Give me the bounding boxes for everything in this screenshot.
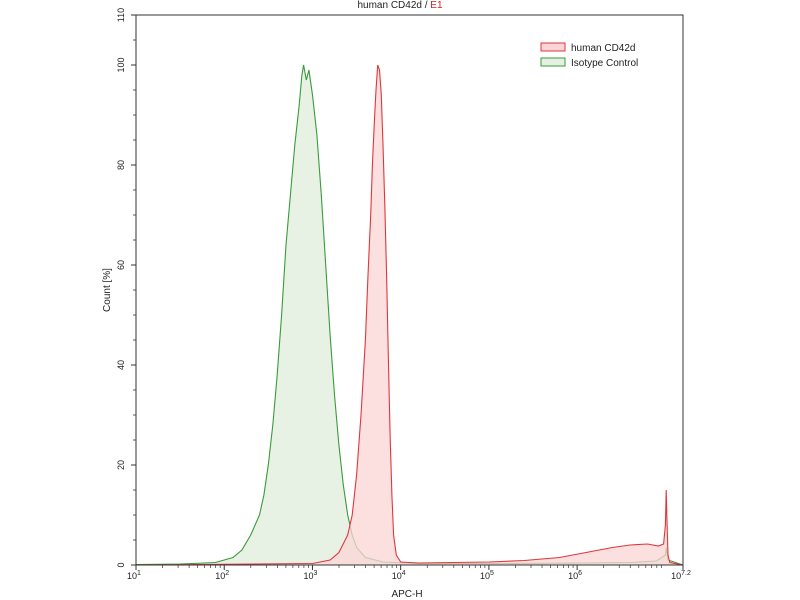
- legend-label-isotype-control: Isotype Control: [571, 58, 638, 69]
- y-axis-label: Count [%]: [102, 268, 113, 312]
- x-tick-exponent: 2: [225, 570, 229, 577]
- y-tick-label: 80: [116, 160, 126, 170]
- x-tick-label: 103: [303, 570, 317, 581]
- series-fill-isotype-control: [136, 65, 683, 565]
- x-tick-label: 106: [568, 570, 582, 581]
- y-tick-label: 0: [116, 562, 126, 567]
- legend-swatch-human-cd42d: [540, 42, 566, 52]
- x-tick-base: 10: [215, 571, 225, 581]
- x-tick-base: 10: [303, 571, 313, 581]
- x-tick-exponent: 4: [402, 570, 406, 577]
- chart-title-gate: E1: [430, 0, 443, 11]
- x-tick-exponent: 6: [578, 570, 582, 577]
- legend: human CD42d Isotype Control: [540, 42, 638, 69]
- y-tick-label: 110: [116, 8, 126, 22]
- series-line-human-cd42d: [135, 64, 684, 566]
- x-tick-label: 107.2: [671, 570, 691, 581]
- x-tick-exponent: 7.2: [681, 570, 691, 577]
- x-tick-base: 10: [480, 571, 490, 581]
- chart-title-main: human CD42d: [357, 0, 421, 11]
- y-tick-label: 20: [116, 460, 126, 470]
- x-tick-exponent: 1: [137, 570, 141, 577]
- x-tick-base: 10: [392, 571, 402, 581]
- legend-label-human-cd42d: human CD42d: [571, 43, 635, 54]
- x-tick-label: 102: [215, 570, 229, 581]
- plot-background: [136, 15, 683, 565]
- x-tick-exponent: 3: [314, 570, 318, 577]
- chart-title: human CD42d / E1: [357, 0, 442, 11]
- x-tick-label: 101: [127, 570, 141, 581]
- x-tick-base: 10: [671, 571, 681, 581]
- x-tick-label: 104: [392, 570, 406, 581]
- x-tick-base: 10: [568, 571, 578, 581]
- legend-swatch-isotype-control: [540, 57, 566, 67]
- x-axis-label: APC-H: [391, 589, 422, 600]
- x-tick-label: 105: [480, 570, 494, 581]
- y-tick-label: 100: [116, 57, 126, 72]
- x-tick-base: 10: [127, 571, 137, 581]
- chart-title-separator: /: [422, 0, 430, 11]
- x-tick-exponent: 5: [490, 570, 494, 577]
- plot-area: [135, 15, 684, 566]
- y-tick-label: 40: [116, 360, 126, 370]
- y-tick-label: 60: [116, 260, 126, 270]
